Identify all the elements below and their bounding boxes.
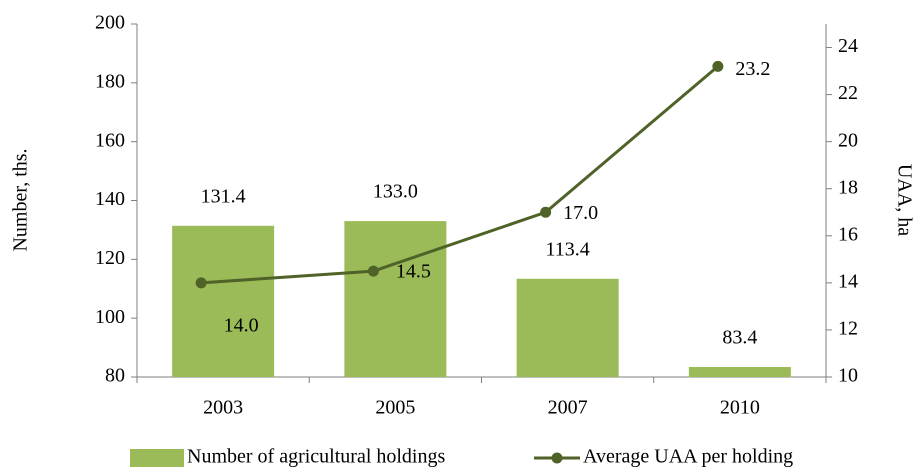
y2-tick-label: 16	[838, 223, 858, 245]
line-value-label: 14.0	[224, 314, 259, 336]
y2-tick-label: 22	[838, 82, 858, 104]
y2-tick-label: 24	[838, 35, 858, 57]
y-tick-label: 80	[105, 365, 125, 387]
x-tick-label: 2010	[720, 397, 760, 419]
y-tick-label: 200	[95, 12, 125, 34]
bar-value-label: 131.4	[201, 185, 246, 207]
y2-tick-label: 20	[838, 129, 858, 151]
x-tick-label: 2003	[203, 397, 243, 419]
legend-marker	[551, 452, 563, 464]
bar	[516, 278, 619, 377]
y2-axis-title: UAA, ha	[893, 164, 915, 236]
line-marker	[540, 206, 552, 218]
legend-label: Average UAA per holding	[583, 446, 793, 468]
line-marker	[367, 265, 379, 277]
y-tick-label: 160	[95, 129, 125, 151]
line-marker	[195, 277, 207, 289]
line-value-label: 17.0	[563, 202, 598, 224]
y-tick-label: 120	[95, 247, 125, 269]
bar-value-label: 83.4	[722, 327, 757, 349]
legend-swatch	[130, 449, 184, 467]
bar	[688, 366, 791, 377]
bar	[344, 221, 447, 377]
x-tick-label: 2007	[548, 397, 588, 419]
y2-tick-label: 14	[838, 270, 858, 292]
y-tick-label: 100	[95, 306, 125, 328]
y2-tick-label: 18	[838, 176, 858, 198]
bar	[172, 225, 275, 377]
bar-value-label: 113.4	[545, 238, 589, 260]
line-marker	[712, 60, 724, 72]
line-value-label: 23.2	[735, 58, 770, 80]
line-value-label: 14.5	[396, 261, 431, 283]
y2-tick-label: 12	[838, 318, 858, 340]
y-axis-title: Number, ths.	[10, 148, 32, 251]
y-tick-label: 180	[95, 70, 125, 92]
line	[201, 65, 719, 285]
bar-value-label: 133.0	[373, 181, 418, 203]
y2-tick-label: 10	[838, 365, 858, 387]
x-tick-label: 2005	[375, 397, 415, 419]
legend-label: Number of agricultural holdings	[187, 446, 445, 468]
y-tick-label: 140	[95, 188, 125, 210]
